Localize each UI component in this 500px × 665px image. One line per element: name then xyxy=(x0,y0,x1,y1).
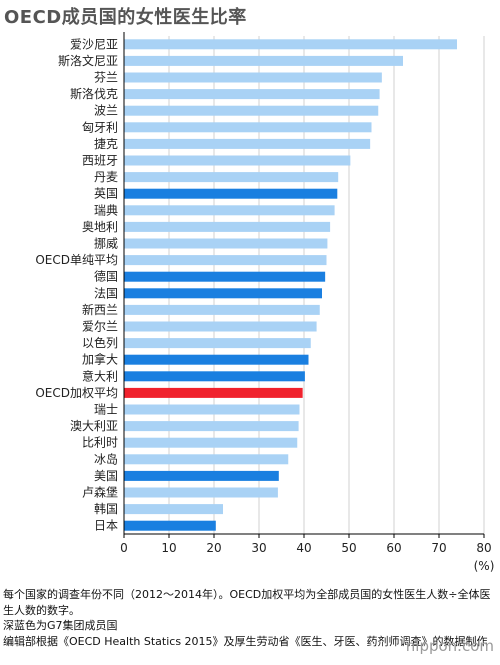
category-label-15: 德国 xyxy=(94,269,118,284)
bar-5 xyxy=(124,106,378,116)
category-label-28: 卢森堡 xyxy=(82,485,118,500)
bar-29 xyxy=(124,504,223,514)
category-label-9: 丹麦 xyxy=(94,170,118,184)
category-label-2: 斯洛文尼亚 xyxy=(58,53,118,68)
bar-27 xyxy=(124,471,279,481)
bar-12 xyxy=(124,222,330,232)
bar-10 xyxy=(124,189,337,199)
category-label-25: 比利时 xyxy=(82,436,118,450)
category-label-23: 瑞士 xyxy=(94,403,118,417)
bar-21 xyxy=(124,371,305,381)
bar-16 xyxy=(124,288,322,298)
category-label-5: 波兰 xyxy=(94,104,118,118)
category-label-27: 美国 xyxy=(94,469,118,483)
category-label-21: 意大利 xyxy=(82,368,118,383)
bar-8 xyxy=(124,156,350,166)
bar-23 xyxy=(124,405,300,415)
x-tick-label-80: 80 xyxy=(476,541,491,555)
bar-28 xyxy=(124,488,278,498)
x-tick-label-40: 40 xyxy=(296,541,311,555)
category-label-22: OECD加权平均 xyxy=(35,386,118,400)
category-label-10: 英国 xyxy=(94,187,118,201)
bar-30 xyxy=(124,521,216,531)
bar-6 xyxy=(124,122,372,132)
x-tick-label-30: 30 xyxy=(251,541,266,555)
bar-26 xyxy=(124,454,288,464)
category-label-24: 澳大利亚 xyxy=(70,419,118,433)
category-label-17: 新西兰 xyxy=(82,302,118,317)
bar-9 xyxy=(124,172,338,182)
bar-19 xyxy=(124,338,311,348)
category-label-29: 韩国 xyxy=(94,501,118,516)
category-label-8: 西班牙 xyxy=(82,154,118,168)
category-label-11: 瑞典 xyxy=(94,203,118,217)
category-label-26: 冰岛 xyxy=(94,451,118,466)
x-tick-label-10: 10 xyxy=(161,541,176,555)
category-label-18: 爱尔兰 xyxy=(82,319,118,334)
bar-22 xyxy=(124,388,303,398)
category-label-30: 日本 xyxy=(94,519,118,533)
category-label-13: 挪威 xyxy=(94,237,118,251)
bar-13 xyxy=(124,239,327,249)
category-label-20: 加拿大 xyxy=(82,352,118,367)
bar-4 xyxy=(124,89,380,99)
bar-20 xyxy=(124,355,309,365)
category-label-19: 以色列 xyxy=(82,336,118,350)
bar-25 xyxy=(124,438,297,448)
bar-15 xyxy=(124,272,325,282)
category-label-3: 芬兰 xyxy=(94,71,118,85)
x-tick-label-50: 50 xyxy=(341,541,356,555)
x-tick-label-60: 60 xyxy=(386,541,401,555)
category-label-7: 捷克 xyxy=(94,137,118,151)
x-tick-label-0: 0 xyxy=(120,541,128,555)
bar-14 xyxy=(124,255,327,265)
x-axis-unit: (%) xyxy=(474,559,495,573)
bar-7 xyxy=(124,139,370,149)
bar-18 xyxy=(124,322,317,332)
bar-2 xyxy=(124,56,403,66)
category-label-12: 奥地利 xyxy=(82,220,118,234)
category-label-4: 斯洛伐克 xyxy=(70,86,118,101)
category-label-1: 爱沙尼亚 xyxy=(70,37,118,51)
x-tick-label-20: 20 xyxy=(206,541,221,555)
bar-3 xyxy=(124,73,382,83)
chart-title: OECD成员国的女性医生比率 xyxy=(4,3,247,29)
category-label-14: OECD单纯平均 xyxy=(35,253,118,267)
x-tick-label-70: 70 xyxy=(431,541,446,555)
bar-11 xyxy=(124,205,335,215)
note-g7-legend: 深蓝色为G7集团成员国 xyxy=(3,618,497,634)
category-label-16: 法国 xyxy=(94,286,118,300)
bar-1 xyxy=(124,39,457,49)
note-survey-years: 每个国家的调查年份不同（2012～2014年）。OECD加权平均为全部成员国的女… xyxy=(3,587,497,618)
watermark: nippon.com xyxy=(406,637,494,655)
bar-24 xyxy=(124,421,299,431)
category-label-6: 匈牙利 xyxy=(82,120,118,134)
bar-17 xyxy=(124,305,320,315)
